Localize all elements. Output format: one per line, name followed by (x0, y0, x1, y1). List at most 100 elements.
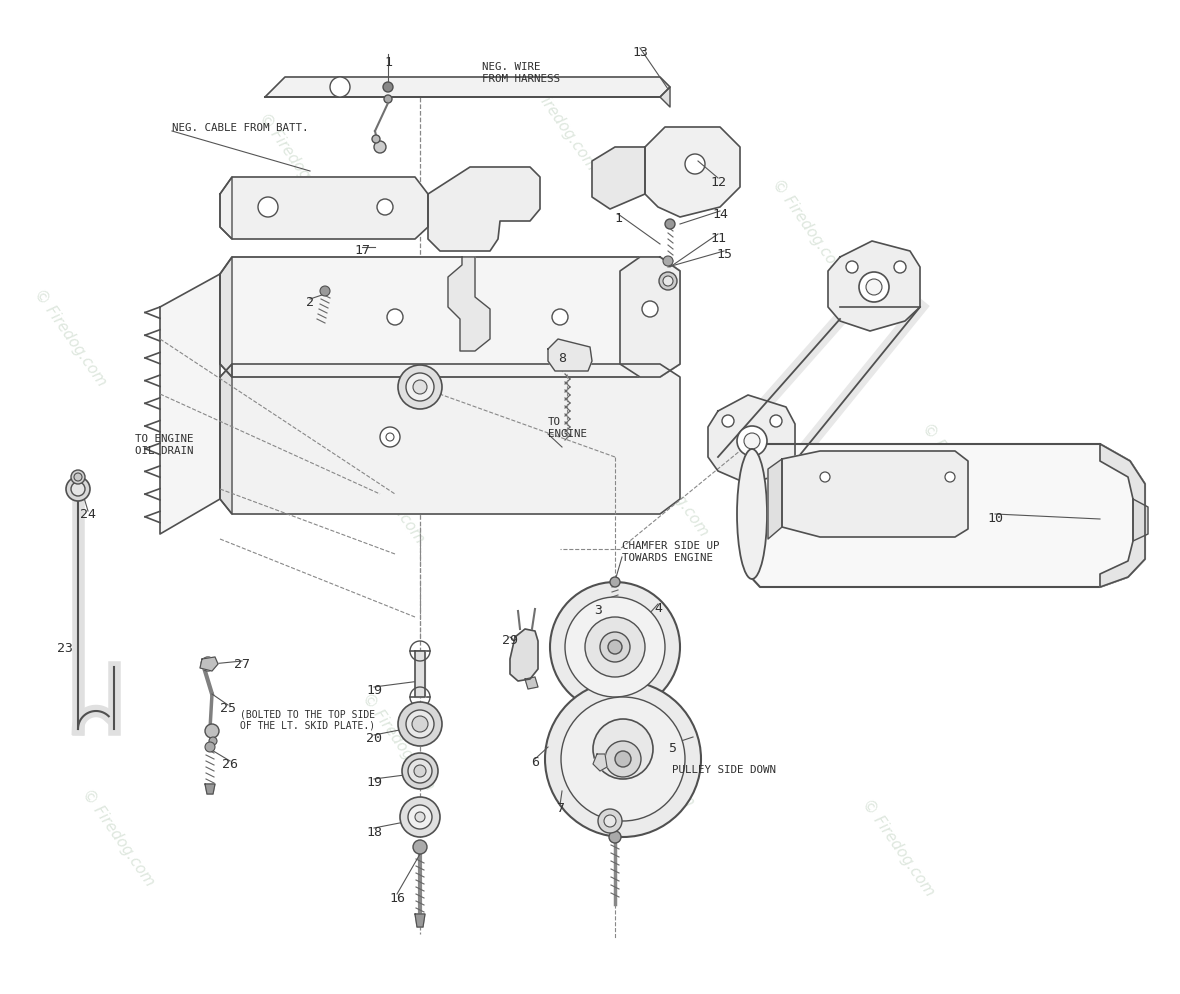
Polygon shape (219, 257, 232, 378)
Polygon shape (219, 365, 680, 515)
Circle shape (384, 95, 392, 104)
Text: 16: 16 (389, 891, 405, 904)
Text: PULLEY SIDE DOWN: PULLEY SIDE DOWN (671, 764, 776, 774)
Circle shape (550, 582, 680, 713)
Circle shape (406, 374, 434, 402)
Circle shape (686, 155, 704, 175)
Circle shape (413, 381, 427, 395)
Circle shape (413, 840, 427, 854)
Text: © Firedog.com: © Firedog.com (618, 706, 697, 808)
Circle shape (771, 415, 782, 427)
Polygon shape (1100, 444, 1145, 587)
Text: 19: 19 (366, 683, 382, 696)
Text: TO ENGINE
OIL DRAIN: TO ENGINE OIL DRAIN (135, 433, 194, 455)
Polygon shape (199, 657, 218, 671)
Text: 17: 17 (354, 244, 371, 256)
Text: 8: 8 (558, 351, 566, 364)
Polygon shape (415, 651, 425, 698)
Text: 3: 3 (594, 603, 602, 616)
Circle shape (372, 136, 380, 144)
Text: © Firedog.com: © Firedog.com (359, 690, 437, 792)
Circle shape (400, 797, 440, 837)
Text: 11: 11 (710, 232, 726, 245)
Text: 15: 15 (716, 248, 732, 261)
Text: 24: 24 (80, 508, 96, 521)
Polygon shape (428, 168, 540, 251)
Text: 1: 1 (384, 56, 392, 69)
Circle shape (545, 681, 701, 837)
Text: © Firedog.com: © Firedog.com (256, 110, 334, 213)
Circle shape (594, 720, 653, 779)
Circle shape (66, 477, 90, 502)
Circle shape (605, 742, 641, 777)
Text: NEG. WIRE
FROM HARNESS: NEG. WIRE FROM HARNESS (481, 62, 560, 83)
Polygon shape (219, 178, 232, 240)
Text: © Firedog.com: © Firedog.com (859, 796, 937, 899)
Text: 27: 27 (234, 658, 250, 671)
Text: 26: 26 (222, 757, 238, 770)
Circle shape (722, 415, 734, 427)
Circle shape (384, 83, 393, 92)
Circle shape (945, 472, 955, 482)
Circle shape (846, 261, 858, 273)
Polygon shape (510, 629, 538, 681)
Circle shape (258, 198, 278, 218)
Text: 14: 14 (712, 209, 728, 222)
Circle shape (608, 640, 622, 654)
Circle shape (615, 751, 631, 767)
Text: 7: 7 (556, 801, 564, 814)
Text: TO
ENGINE: TO ENGINE (548, 416, 586, 438)
Circle shape (387, 310, 404, 326)
Circle shape (609, 831, 621, 843)
Polygon shape (219, 178, 428, 240)
Circle shape (894, 261, 906, 273)
Text: 13: 13 (632, 46, 648, 59)
Text: 5: 5 (668, 741, 676, 753)
Circle shape (560, 698, 686, 821)
Circle shape (412, 717, 428, 733)
Polygon shape (768, 459, 782, 540)
Polygon shape (525, 677, 538, 689)
Circle shape (408, 805, 432, 829)
Circle shape (565, 597, 666, 698)
Text: 1: 1 (614, 212, 622, 225)
Polygon shape (1133, 500, 1148, 542)
Circle shape (71, 482, 85, 496)
Circle shape (406, 711, 434, 739)
Text: 10: 10 (986, 511, 1003, 524)
Circle shape (71, 470, 85, 484)
Polygon shape (782, 451, 968, 538)
Text: © Firedog.com: © Firedog.com (349, 443, 427, 546)
Text: 20: 20 (366, 731, 382, 744)
Polygon shape (415, 914, 425, 927)
Circle shape (604, 815, 616, 827)
Circle shape (866, 279, 881, 295)
Text: (BOLTED TO THE TOP SIDE
OF THE LT. SKID PLATE.): (BOLTED TO THE TOP SIDE OF THE LT. SKID … (240, 709, 375, 730)
Circle shape (859, 272, 889, 303)
Text: © Firedog.com: © Firedog.com (919, 420, 997, 523)
Circle shape (205, 743, 215, 752)
Polygon shape (448, 257, 490, 352)
Polygon shape (748, 444, 1145, 587)
Circle shape (415, 812, 425, 822)
Circle shape (398, 703, 442, 746)
Text: NEG. CABLE FROM BATT.: NEG. CABLE FROM BATT. (172, 123, 308, 133)
Text: © Firedog.com: © Firedog.com (632, 436, 712, 539)
Text: © Firedog.com: © Firedog.com (520, 71, 599, 173)
Text: © Firedog.com: © Firedog.com (31, 286, 109, 389)
Polygon shape (205, 784, 215, 794)
Circle shape (374, 142, 386, 154)
Text: 25: 25 (219, 701, 236, 714)
Text: 6: 6 (531, 754, 539, 767)
Circle shape (380, 427, 400, 447)
Circle shape (402, 753, 438, 789)
Circle shape (376, 200, 393, 216)
Circle shape (820, 472, 830, 482)
Ellipse shape (738, 449, 767, 580)
Circle shape (386, 433, 394, 441)
Circle shape (599, 632, 630, 662)
Polygon shape (219, 257, 680, 378)
Polygon shape (645, 128, 740, 218)
Polygon shape (219, 365, 232, 515)
Polygon shape (592, 148, 645, 210)
